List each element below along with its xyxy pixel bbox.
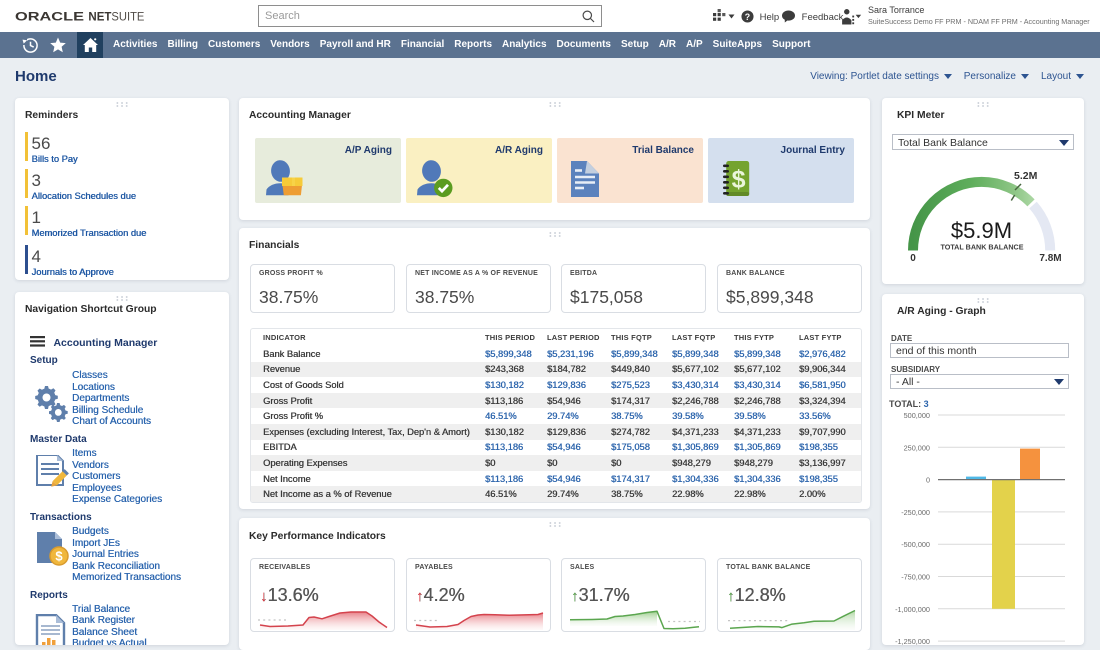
svg-text:7.8M: 7.8M [1039, 253, 1061, 264]
svg-text:ORACLE: ORACLE [15, 11, 84, 23]
svg-text:-1,000,000: -1,000,000 [895, 605, 930, 614]
svg-text:TOTAL BANK BALANCE: TOTAL BANK BALANCE [940, 243, 1023, 252]
svg-text:500,000: 500,000 [904, 411, 930, 420]
svg-text:0: 0 [926, 476, 930, 485]
svg-text:$: $ [55, 549, 63, 564]
svg-text:$5.9M: $5.9M [951, 218, 1012, 243]
svg-text:?: ? [745, 12, 750, 22]
svg-text:-500,000: -500,000 [901, 540, 930, 549]
svg-text:-250,000: -250,000 [901, 508, 930, 517]
svg-text:250,000: 250,000 [904, 443, 930, 452]
svg-text:SUITE: SUITE [111, 11, 144, 23]
svg-text:5.2M: 5.2M [1014, 170, 1038, 182]
svg-text:-1,250,000: -1,250,000 [895, 637, 930, 645]
svg-text:NET: NET [88, 11, 111, 23]
svg-text:$: $ [732, 166, 746, 194]
svg-text:-750,000: -750,000 [901, 573, 930, 582]
svg-text:0: 0 [910, 253, 916, 264]
